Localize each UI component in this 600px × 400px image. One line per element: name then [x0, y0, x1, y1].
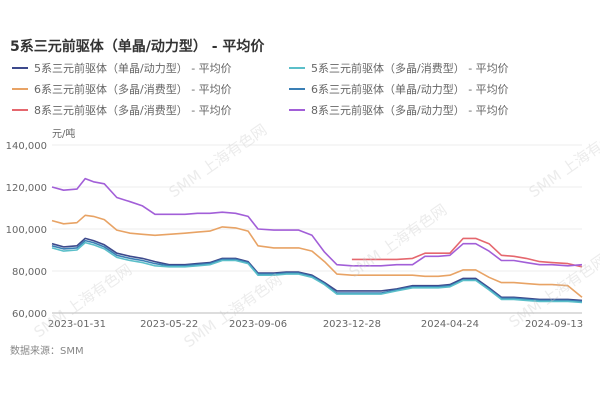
legend-item[interactable]: 5系三元前驱体（多晶/消费型） - 平均价 — [289, 60, 509, 76]
svg-text:60,000: 60,000 — [12, 309, 47, 320]
series-line[interactable] — [51, 239, 583, 303]
grid-lines — [52, 144, 582, 314]
legend-swatch-icon — [289, 67, 305, 69]
svg-text:80,000: 80,000 — [12, 267, 47, 278]
series-line[interactable] — [51, 237, 583, 302]
legend-label: 6系三元前驱体（单晶/动力型） - 平均价 — [311, 83, 509, 96]
svg-text:2024-04-24: 2024-04-24 — [421, 319, 479, 330]
legend-item[interactable]: 5系三元前驱体（单晶/动力型） - 平均价 — [12, 60, 232, 76]
y-axis: 60,000 80,000 100,000 120,000 140,000 — [6, 141, 47, 320]
series-lines — [51, 177, 583, 304]
legend-item[interactable]: 8系三元前驱体（多晶/动力型） - 平均价 — [289, 102, 509, 118]
svg-text:2023-01-31: 2023-01-31 — [48, 319, 106, 330]
svg-text:2023-12-28: 2023-12-28 — [323, 319, 381, 330]
series-line[interactable] — [351, 237, 583, 268]
legend-label: 5系三元前驱体（单晶/动力型） - 平均价 — [34, 62, 232, 75]
data-source: 数据来源：SMM — [10, 346, 84, 357]
legend-swatch-icon — [12, 109, 28, 111]
legend-label: 5系三元前驱体（多晶/消费型） - 平均价 — [311, 62, 509, 75]
legend-swatch-icon — [289, 109, 305, 111]
legend-item[interactable]: 8系三元前驱体（多晶/消费型） - 平均价 — [12, 102, 232, 118]
svg-text:140,000: 140,000 — [6, 141, 47, 152]
series-line[interactable] — [51, 241, 583, 304]
legend-label: 8系三元前驱体（多晶/动力型） - 平均价 — [311, 104, 509, 117]
legend-swatch-icon — [12, 88, 28, 90]
legend-label: 6系三元前驱体（多晶/消费型） - 平均价 — [34, 83, 232, 96]
x-axis: 2023-01-31 2023-05-22 2023-09-06 2023-12-28… — [48, 319, 583, 330]
legend-item[interactable]: 6系三元前驱体（单晶/动力型） - 平均价 — [289, 81, 509, 97]
legend-item[interactable]: 6系三元前驱体（多晶/消费型） - 平均价 — [12, 81, 232, 97]
legend-swatch-icon — [289, 88, 305, 90]
series-line[interactable] — [51, 177, 583, 267]
chart-title: 5系三元前驱体（单晶/动力型） - 平均价 — [10, 39, 265, 55]
legend-label: 8系三元前驱体（多晶/消费型） - 平均价 — [34, 104, 232, 117]
y-axis-unit: 元/吨 — [52, 129, 76, 140]
svg-text:2024-09-13: 2024-09-13 — [525, 319, 583, 330]
svg-text:2023-05-22: 2023-05-22 — [140, 319, 198, 330]
svg-text:120,000: 120,000 — [6, 183, 47, 194]
legend-swatch-icon — [12, 67, 28, 69]
series-line[interactable] — [51, 214, 583, 298]
svg-text:100,000: 100,000 — [6, 225, 47, 236]
svg-text:2023-09-06: 2023-09-06 — [229, 319, 287, 330]
